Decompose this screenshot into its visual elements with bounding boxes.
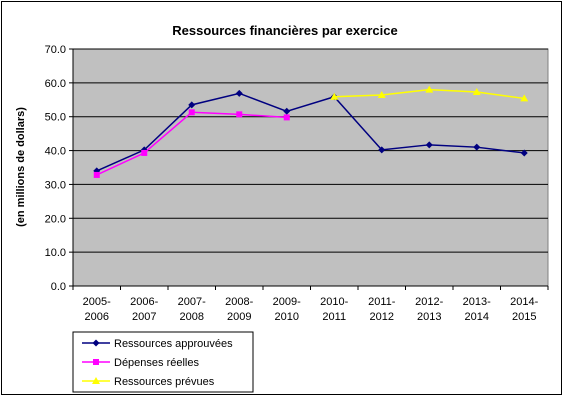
legend-label: Ressources approuvées	[114, 338, 233, 350]
y-tick-label: 0.0	[51, 281, 66, 293]
chart-svg: Ressources financières par exercice 0.0 1…	[15, 23, 549, 393]
legend: Ressources approuvées Dépenses réelles Res…	[72, 331, 254, 393]
x-tick-label: 2012-2013	[415, 296, 443, 323]
y-tick-label: 70.0	[45, 44, 66, 56]
x-tick-label: 2014-2015	[510, 296, 538, 323]
x-tick-label: 2011-2012	[368, 296, 396, 323]
axes	[69, 48, 549, 290]
y-tick-label: 40.0	[45, 146, 66, 158]
data-point	[92, 377, 100, 384]
data-point	[377, 91, 386, 99]
data-point	[425, 85, 434, 93]
data-point	[472, 87, 481, 95]
series-line	[96, 92, 525, 172]
data-point	[283, 107, 291, 115]
data-point	[93, 171, 100, 178]
chart-title: Ressources financières par exercice	[172, 23, 397, 38]
y-tick-label: 50.0	[45, 112, 66, 124]
legend-label: Ressources prévues	[114, 376, 215, 388]
data-point	[92, 339, 100, 347]
series-3	[330, 85, 529, 102]
x-tick-label: 2007-2008	[178, 296, 206, 323]
y-tick-label: 20.0	[45, 213, 66, 225]
series-2	[93, 109, 290, 178]
legend-label: Dépenses réelles	[114, 357, 199, 369]
x-tick-label: 2010-2011	[320, 296, 348, 323]
y-tick-labels: 0.0 10.0 20.0 30.0 40.0 50.0 60.0 70.0	[45, 44, 66, 293]
data-point	[425, 141, 433, 149]
data-point	[236, 111, 243, 118]
x-tick-label: 2006-2007	[130, 296, 158, 323]
data-point	[473, 143, 481, 151]
y-tick-label: 10.0	[45, 247, 66, 259]
plot-area	[72, 48, 549, 287]
data-point	[93, 359, 99, 365]
data-point	[330, 92, 339, 100]
gridlines	[73, 48, 548, 253]
data-point	[188, 101, 196, 109]
legend-entry: Dépenses réelles	[82, 357, 199, 369]
x-tick-label: 2005-2006	[83, 296, 111, 323]
x-tick-labels: 2005-2006 2006-2007 2007-2008 2008-2009 2009…	[83, 296, 539, 323]
data-point	[520, 94, 529, 102]
x-tick-label: 2008-2009	[225, 296, 253, 323]
data-point	[188, 109, 195, 116]
x-tick-label: 2013-2014	[463, 296, 491, 323]
y-tick-label: 60.0	[45, 78, 66, 90]
y-tick-label: 30.0	[45, 179, 66, 191]
data-point	[283, 114, 290, 121]
data-point	[378, 146, 386, 154]
data-point	[520, 149, 528, 157]
legend-entry: Ressources approuvées	[82, 338, 233, 350]
x-tick-label: 2009-2010	[273, 296, 301, 323]
y-axis-label: (en millions de dollars)	[15, 107, 27, 227]
series-layer	[93, 85, 529, 178]
data-point	[141, 149, 148, 156]
data-point	[235, 89, 243, 97]
legend-entry: Ressources prévues	[82, 376, 215, 388]
chart-container: Ressources financières par exercice 0.0 1…	[1, 1, 562, 395]
